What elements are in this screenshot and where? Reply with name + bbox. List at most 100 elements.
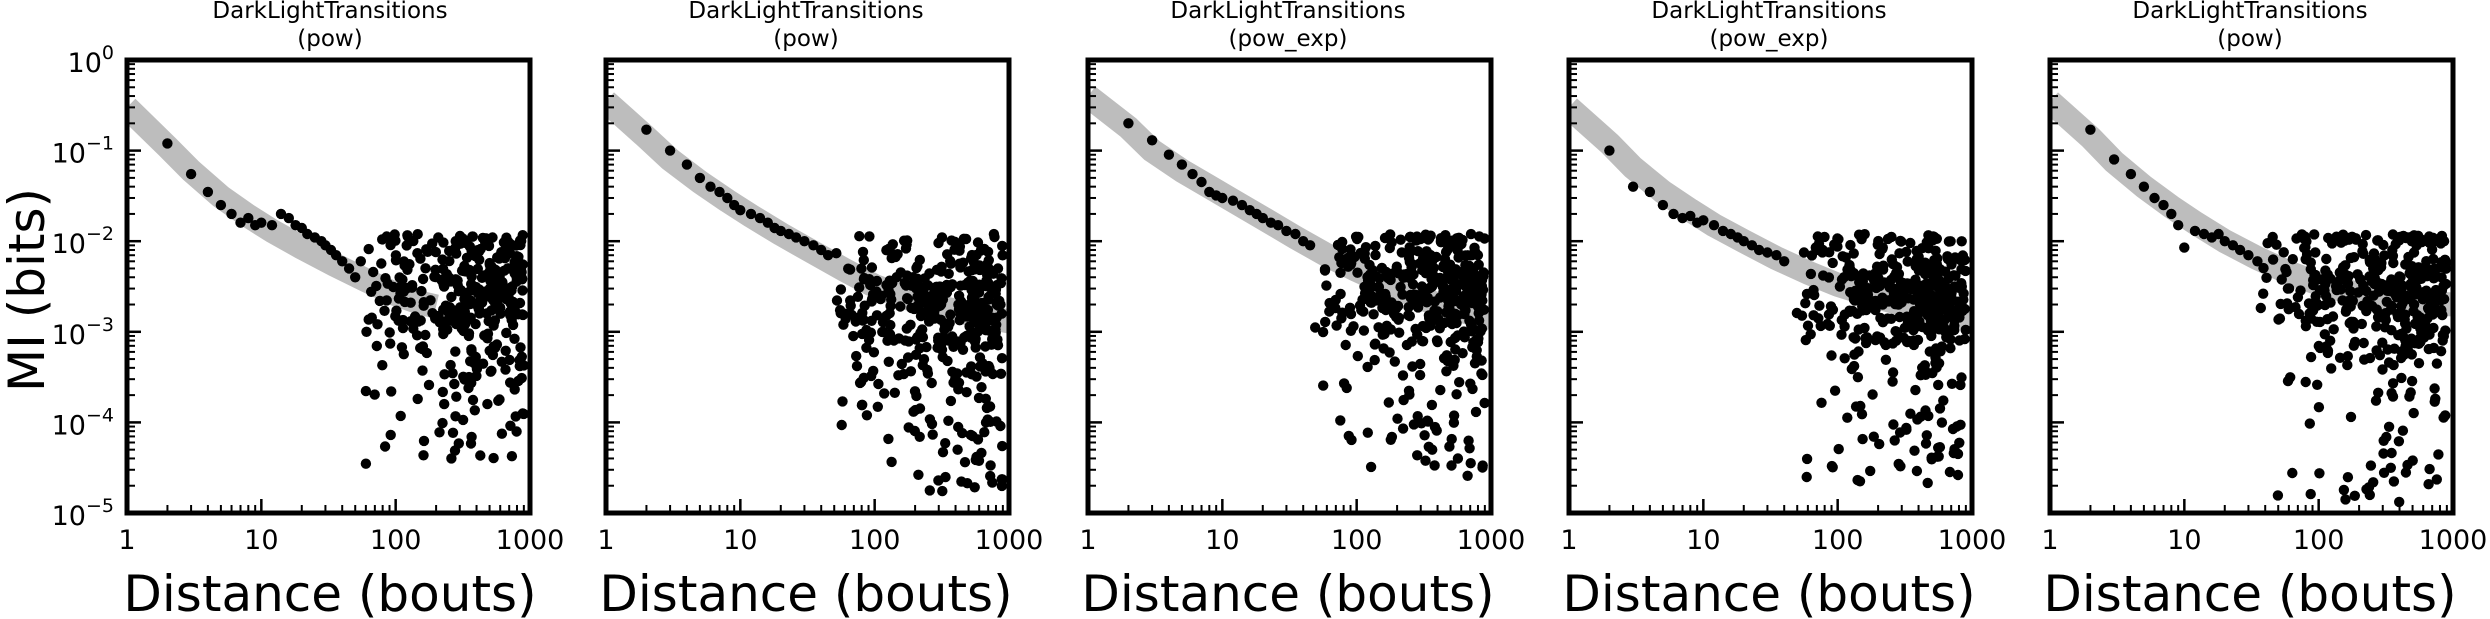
data-point (1442, 271, 1453, 282)
data-point (2267, 254, 2279, 265)
data-point (941, 279, 952, 291)
data-point (2314, 468, 2325, 479)
data-point (1425, 311, 1437, 322)
data-point (2158, 199, 2169, 211)
data-point (895, 301, 906, 312)
data-point (1370, 338, 1381, 349)
data-point (488, 452, 499, 464)
data-point (2383, 421, 2395, 432)
data-point (997, 240, 1008, 252)
data-point (2404, 391, 2415, 402)
data-point (1911, 465, 1923, 477)
data-point (2366, 270, 2377, 282)
data-point (1885, 274, 1897, 286)
x-tick-label: 100 (849, 525, 901, 556)
data-point (953, 421, 964, 433)
data-point (2314, 285, 2326, 296)
data-point (1717, 225, 1729, 237)
data-point (775, 225, 786, 237)
data-point (420, 329, 431, 341)
data-point (1477, 460, 1488, 471)
data-point (1837, 251, 1848, 262)
data-point (486, 365, 497, 376)
data-point (890, 251, 901, 263)
data-point (2364, 254, 2375, 266)
data-point (861, 342, 872, 353)
data-point (1829, 385, 1841, 396)
data-point (449, 378, 460, 390)
data-point (1437, 261, 1449, 273)
data-point (1878, 260, 1889, 271)
data-point (889, 387, 900, 398)
data-point (956, 476, 967, 487)
data-point (1451, 389, 1462, 400)
data-point (2290, 302, 2301, 313)
data-point (981, 402, 993, 414)
data-point (2394, 271, 2405, 282)
data-point (2292, 292, 2304, 303)
data-point (1888, 419, 1899, 430)
data-point (2413, 358, 2425, 369)
data-point (997, 440, 1008, 452)
data-point (972, 237, 984, 248)
data-point (2348, 316, 2359, 328)
data-point (350, 272, 361, 283)
data-point (465, 438, 477, 449)
data-point (2166, 208, 2177, 220)
data-point (1426, 399, 1438, 411)
data-point (418, 450, 429, 461)
data-point (851, 350, 862, 362)
data-point (1403, 385, 1415, 396)
data-point (1933, 442, 1944, 453)
panel-title-line2: (pow_exp) (1710, 26, 1829, 52)
data-point (1957, 305, 1968, 317)
data-point (997, 250, 1008, 261)
data-point (1833, 443, 1844, 455)
data-point (2428, 342, 2439, 354)
data-point (858, 372, 870, 383)
data-point (2437, 309, 2448, 321)
data-point (1431, 425, 1442, 436)
data-point (1450, 264, 1461, 275)
data-point (493, 395, 504, 406)
data-point (1930, 245, 1941, 256)
data-point (912, 261, 923, 272)
data-point (1462, 470, 1473, 481)
data-point (2419, 264, 2430, 275)
data-point (500, 345, 511, 356)
data-point (1923, 280, 1935, 291)
data-point (1463, 435, 1474, 446)
data-point (1423, 441, 1435, 452)
data-point (450, 346, 461, 357)
data-point (2397, 425, 2409, 436)
data-point (1867, 389, 1878, 400)
data-point (2438, 236, 2450, 247)
data-point (1852, 474, 1863, 486)
x-axis-label: Distance (bouts) (1081, 565, 1494, 619)
data-point (412, 248, 423, 259)
data-point (395, 410, 406, 422)
data-point (2370, 395, 2382, 406)
data-point (1824, 247, 1835, 258)
data-point (450, 411, 461, 422)
data-point (2387, 229, 2399, 240)
x-tick-label: 1 (118, 525, 135, 556)
data-point (852, 291, 864, 302)
data-point (483, 240, 495, 252)
data-point (1857, 433, 1868, 445)
data-point (896, 358, 907, 370)
data-point (1921, 430, 1933, 441)
data-point (848, 330, 859, 342)
data-point (911, 277, 922, 288)
data-point (1933, 451, 1944, 462)
data-point (2342, 359, 2353, 371)
data-point (1318, 380, 1329, 391)
data-point (1470, 406, 1482, 418)
data-point (1414, 369, 1426, 381)
data-point (1389, 356, 1401, 367)
data-point (1852, 372, 1864, 383)
data-point (1419, 430, 1430, 441)
data-point (1340, 339, 1351, 351)
data-point (714, 186, 725, 198)
